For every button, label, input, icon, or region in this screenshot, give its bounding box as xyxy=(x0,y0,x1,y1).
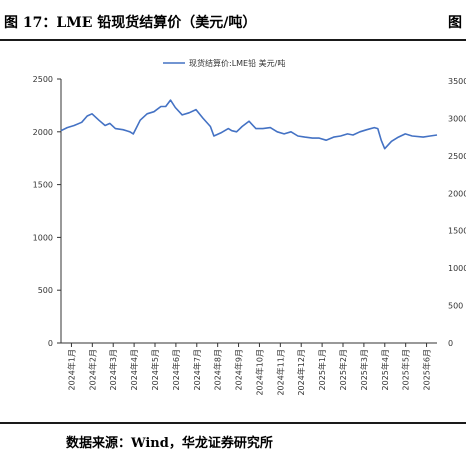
x-tick-label: 2024年8月 xyxy=(213,349,223,390)
series-line xyxy=(60,99,438,150)
x-tick-label: 2024年3月 xyxy=(108,349,118,390)
x-tick-label: 2025年2月 xyxy=(338,349,348,390)
adjacent-y-tick-label: 500 xyxy=(448,302,463,311)
adjacent-y-tick-label: 0 xyxy=(448,339,453,348)
adjacent-y-tick-label: 2500 xyxy=(448,152,466,161)
source-rule xyxy=(0,422,466,424)
x-tick-label: 2024年9月 xyxy=(234,349,244,390)
y-tick-label: 2500 xyxy=(33,75,53,84)
x-tick-label: 2025年1月 xyxy=(317,349,327,390)
chart-legend: 现货结算价:LME铅 美元/吨 xyxy=(163,58,285,68)
plot-area xyxy=(60,79,438,344)
x-tick-label: 2025年4月 xyxy=(380,349,390,390)
x-tick-label: 2024年2月 xyxy=(87,349,97,390)
x-tick-label: 2024年7月 xyxy=(192,349,202,390)
title-rule xyxy=(0,39,466,41)
adjacent-y-tick-label: 2000 xyxy=(448,189,466,198)
adjacent-y-tick-label: 1000 xyxy=(448,264,466,273)
data-source: 数据来源：Wind，华龙证券研究所 xyxy=(66,436,273,451)
x-tick-label: 2025年3月 xyxy=(359,349,369,390)
y-tick-label: 1000 xyxy=(33,233,53,242)
x-tick-label: 2024年6月 xyxy=(171,349,181,390)
legend-label: 现货结算价:LME铅 美元/吨 xyxy=(189,58,285,68)
adjacent-chart-fragment: 3500 3000 2500 2000 1500 1000 500 0 xyxy=(448,77,466,348)
y-tick-label: 0 xyxy=(48,339,53,348)
y-tick-label: 2000 xyxy=(33,128,53,137)
figure-title: 图 17：LME 铅现货结算价（美元/吨） xyxy=(4,15,257,31)
adjacent-y-tick-label: 3000 xyxy=(448,114,466,123)
x-tick-label: 2025年6月 xyxy=(422,349,432,390)
lead-price-chart: 现货结算价:LME铅 美元/吨 0 500 1000 1500 2000 2500 202… xyxy=(33,58,466,396)
x-tick-label: 2025年5月 xyxy=(401,349,411,390)
x-tick-label: 2024年10月 xyxy=(254,349,264,396)
adjacent-figure-title-fragment: 图 xyxy=(448,15,462,31)
x-tick-label: 2024年4月 xyxy=(129,349,139,390)
x-tick-label: 2024年11月 xyxy=(275,349,285,396)
y-tick-label: 500 xyxy=(38,286,53,295)
adjacent-y-tick-label: 1500 xyxy=(448,227,466,236)
y-axis: 0 500 1000 1500 2000 2500 xyxy=(33,75,61,348)
adjacent-y-tick-label: 3500 xyxy=(448,77,466,86)
x-axis: 2024年1月 2024年2月 2024年3月 2024年4月 2024年5月 2024年… xyxy=(66,343,432,396)
y-tick-label: 1500 xyxy=(33,181,53,190)
x-tick-label: 2024年12月 xyxy=(296,349,306,396)
x-tick-label: 2024年5月 xyxy=(150,349,160,390)
x-tick-label: 2024年1月 xyxy=(66,349,76,390)
